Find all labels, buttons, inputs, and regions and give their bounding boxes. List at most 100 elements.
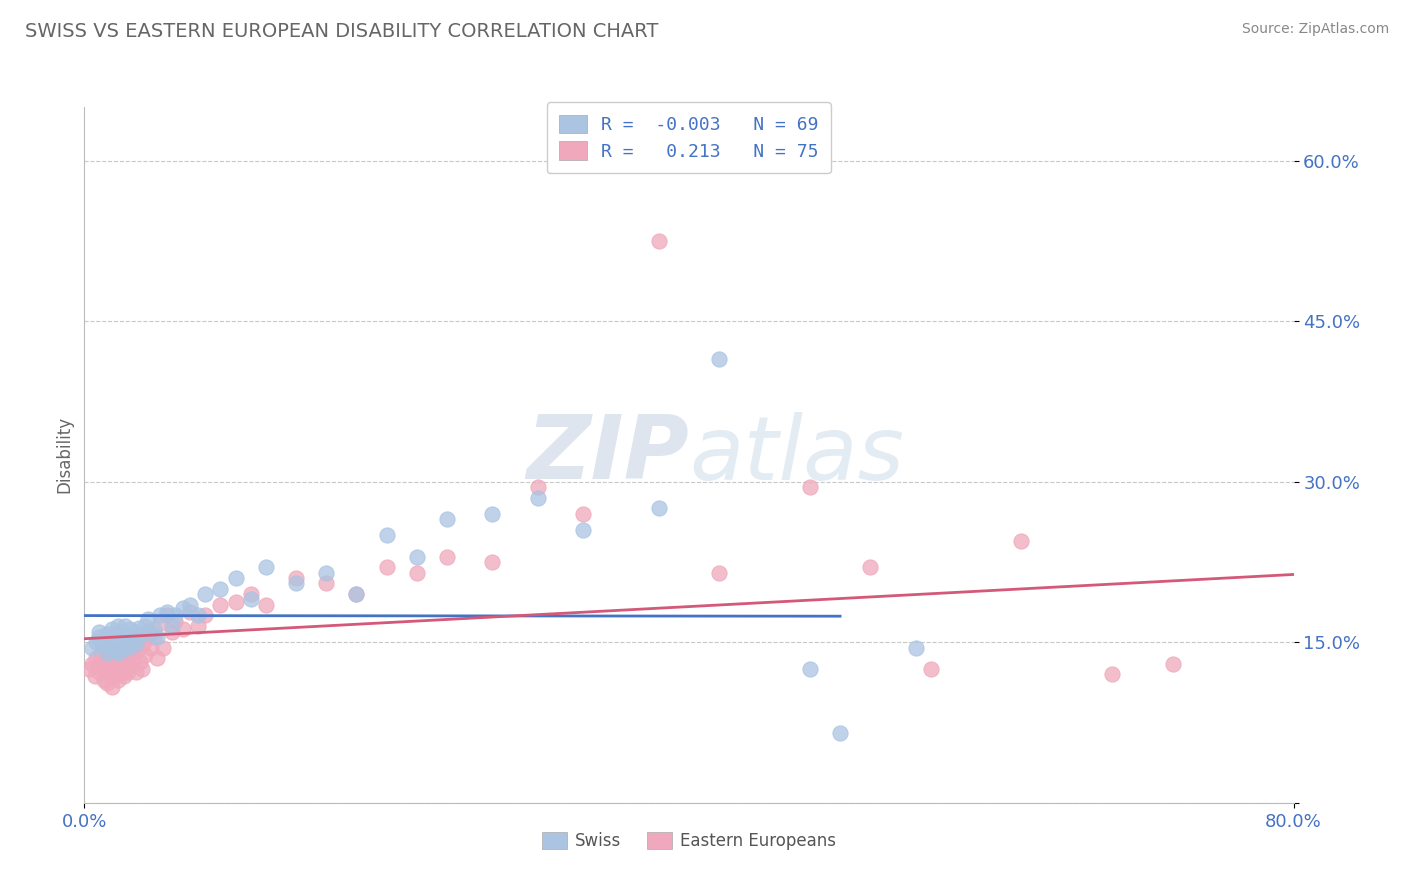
Point bbox=[187, 619, 209, 633]
Point bbox=[112, 669, 135, 683]
Point bbox=[1161, 657, 1184, 671]
Point bbox=[127, 644, 149, 658]
Point bbox=[225, 594, 247, 608]
Point bbox=[114, 633, 136, 648]
Point bbox=[799, 662, 821, 676]
Point bbox=[136, 612, 159, 626]
Point bbox=[114, 640, 136, 655]
Point bbox=[156, 605, 179, 619]
Point bbox=[152, 640, 174, 655]
Point bbox=[107, 619, 129, 633]
Point bbox=[709, 351, 731, 366]
Point bbox=[132, 637, 155, 651]
Point bbox=[165, 614, 187, 628]
Point bbox=[187, 608, 209, 623]
Point bbox=[139, 626, 162, 640]
Point bbox=[1101, 667, 1123, 681]
Point bbox=[96, 626, 118, 640]
Point bbox=[105, 626, 128, 640]
Point bbox=[104, 640, 127, 655]
Point bbox=[131, 626, 153, 640]
Point bbox=[117, 640, 139, 655]
Point bbox=[93, 633, 115, 648]
Point bbox=[172, 623, 194, 637]
Text: Source: ZipAtlas.com: Source: ZipAtlas.com bbox=[1241, 22, 1389, 37]
Point bbox=[406, 566, 429, 580]
Point bbox=[90, 646, 112, 660]
Point bbox=[134, 619, 156, 633]
Point bbox=[91, 637, 114, 651]
Point bbox=[117, 665, 139, 680]
Point bbox=[118, 646, 141, 660]
Point bbox=[160, 624, 183, 639]
Point bbox=[165, 608, 187, 623]
Point bbox=[108, 644, 131, 658]
Point bbox=[146, 651, 169, 665]
Point bbox=[904, 640, 927, 655]
Point bbox=[830, 726, 852, 740]
Point bbox=[89, 630, 111, 644]
Point bbox=[111, 665, 134, 680]
Point bbox=[481, 507, 503, 521]
Point bbox=[920, 662, 942, 676]
Point bbox=[97, 640, 120, 655]
Point bbox=[375, 560, 398, 574]
Point bbox=[142, 623, 165, 637]
Point bbox=[136, 624, 159, 639]
Point bbox=[111, 648, 134, 662]
Point bbox=[107, 646, 129, 660]
Point bbox=[98, 667, 121, 681]
Point bbox=[121, 630, 143, 644]
Point bbox=[80, 657, 103, 671]
Point bbox=[285, 576, 308, 591]
Point bbox=[86, 635, 108, 649]
Point bbox=[107, 658, 129, 673]
Point bbox=[799, 480, 821, 494]
Point bbox=[481, 555, 503, 569]
Point bbox=[648, 234, 671, 248]
Point bbox=[149, 615, 172, 630]
Point bbox=[86, 651, 108, 665]
Point bbox=[87, 658, 110, 673]
Point bbox=[96, 648, 118, 662]
Point bbox=[179, 598, 201, 612]
Point bbox=[121, 651, 143, 665]
Point bbox=[118, 630, 141, 644]
Point bbox=[572, 523, 595, 537]
Point bbox=[125, 637, 148, 651]
Point bbox=[131, 662, 153, 676]
Point bbox=[254, 598, 277, 612]
Point bbox=[98, 630, 121, 644]
Point bbox=[194, 608, 217, 623]
Point bbox=[94, 662, 117, 676]
Point bbox=[572, 507, 595, 521]
Point bbox=[122, 624, 145, 639]
Point bbox=[100, 655, 122, 669]
Point bbox=[120, 658, 142, 673]
Point bbox=[115, 657, 138, 671]
Point bbox=[239, 587, 262, 601]
Point bbox=[100, 623, 122, 637]
Point bbox=[149, 608, 172, 623]
Point bbox=[104, 669, 127, 683]
Point bbox=[156, 608, 179, 623]
Point bbox=[100, 642, 122, 657]
Point bbox=[142, 630, 165, 644]
Point bbox=[101, 644, 124, 658]
Point bbox=[375, 528, 398, 542]
Point bbox=[89, 624, 111, 639]
Point bbox=[104, 633, 127, 648]
Point bbox=[105, 651, 128, 665]
Point bbox=[122, 637, 145, 651]
Point bbox=[125, 665, 148, 680]
Point bbox=[346, 587, 368, 601]
Point bbox=[239, 592, 262, 607]
Y-axis label: Disability: Disability bbox=[55, 417, 73, 493]
Point bbox=[406, 549, 429, 564]
Point bbox=[139, 640, 162, 655]
Text: atlas: atlas bbox=[689, 412, 904, 498]
Point bbox=[128, 621, 150, 635]
Point bbox=[120, 637, 142, 651]
Point bbox=[225, 571, 247, 585]
Point bbox=[108, 637, 131, 651]
